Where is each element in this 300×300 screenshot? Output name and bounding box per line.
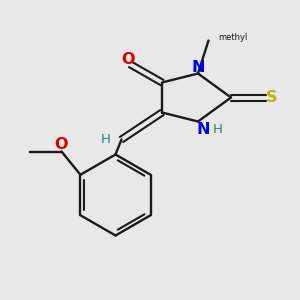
Text: S: S (266, 90, 278, 105)
Text: N: N (191, 60, 205, 75)
Text: N: N (197, 122, 210, 137)
Text: H: H (101, 133, 111, 146)
Text: O: O (121, 52, 135, 67)
Text: H: H (213, 123, 222, 136)
Text: methyl: methyl (218, 33, 248, 42)
Text: O: O (55, 137, 68, 152)
